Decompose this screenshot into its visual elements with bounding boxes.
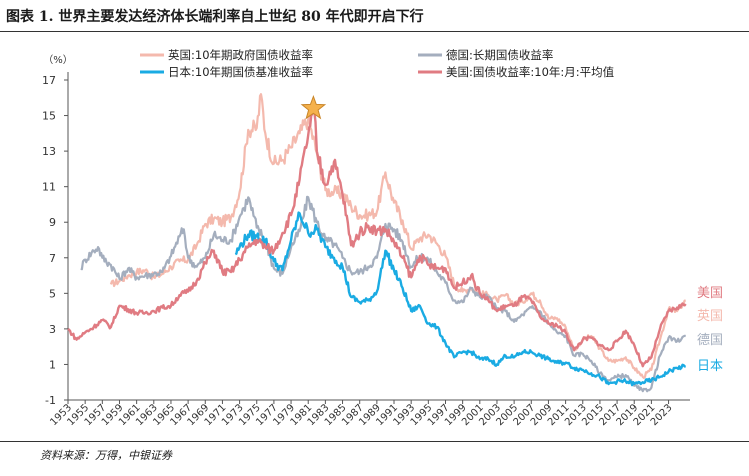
y-tick-label: 13 — [42, 145, 56, 158]
peak-star-icon — [300, 94, 327, 120]
series-line-2 — [234, 211, 686, 387]
y-tick-label: 1 — [49, 358, 56, 371]
y-tick-label: 17 — [42, 74, 56, 87]
y-unit-label: （%） — [43, 54, 73, 66]
y-tick-label: 5 — [49, 287, 56, 300]
series-line-3 — [67, 109, 687, 368]
series-end-label: 美国 — [697, 286, 723, 301]
y-tick-label: -1 — [45, 394, 56, 407]
y-tick-label: 3 — [49, 323, 56, 336]
series-end-label: 日本 — [697, 359, 723, 374]
series-end-label: 英国 — [697, 309, 723, 324]
source-divider — [0, 441, 749, 442]
y-tick-label: 7 — [49, 252, 56, 265]
y-tick-label: 9 — [49, 216, 56, 229]
series-end-label: 德国 — [697, 333, 723, 348]
legend-label: 德国:长期国债收益率 — [446, 48, 553, 62]
series-line-1 — [80, 195, 686, 393]
legend-label: 美国:国债收益率:10年:月:平均值 — [446, 65, 615, 79]
figure-title: 图表 1. 世界主要发达经济体长端利率自上世纪 80 年代即开启下行 — [6, 9, 424, 25]
legend-label: 英国:10年期政府国债收益率 — [168, 48, 313, 62]
source-note: 资料来源：万得，中银证券 — [40, 449, 172, 462]
legend-label: 日本:10年期国债基准收益率 — [168, 65, 313, 79]
y-tick-label: 11 — [42, 181, 56, 194]
y-tick-label: 15 — [42, 110, 56, 123]
title-divider — [0, 31, 749, 32]
